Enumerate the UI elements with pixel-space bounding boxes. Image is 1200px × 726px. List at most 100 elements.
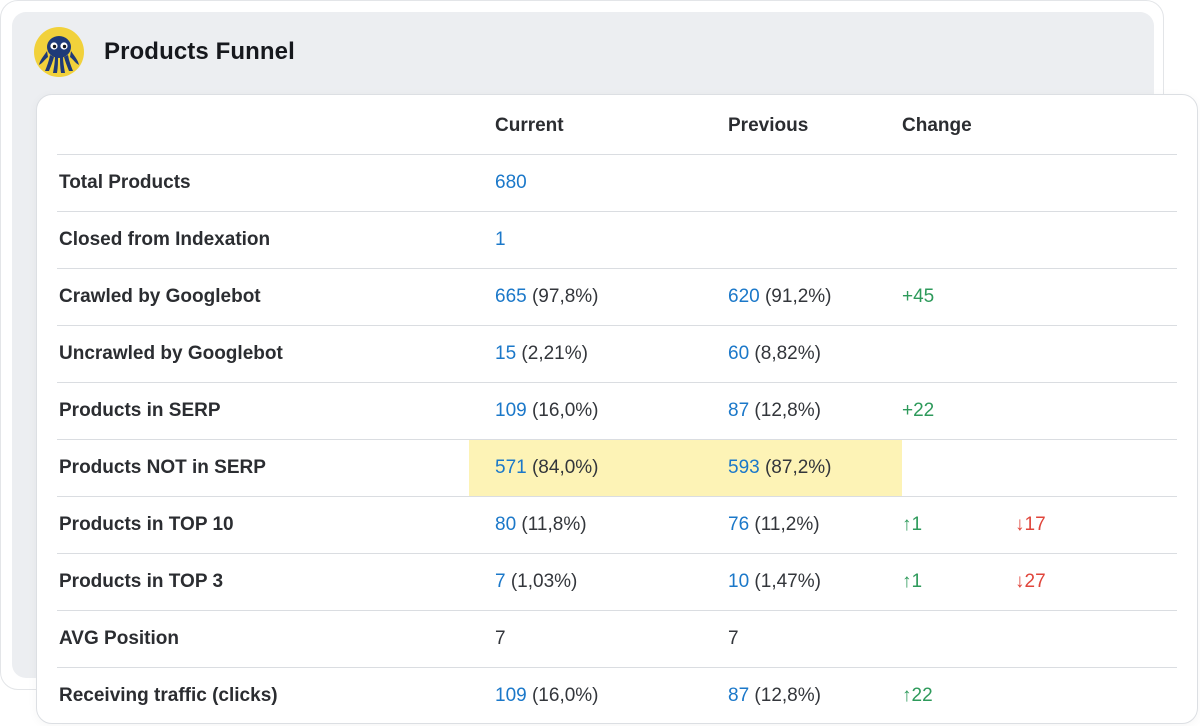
previous-cell: 593 (87,2%) (702, 439, 902, 497)
previous-value: 7 (728, 628, 739, 649)
previous-cell: 7 (702, 610, 902, 668)
current-cell: 109 (16,0%) (469, 668, 702, 725)
current-cell: 15 (2,21%) (469, 325, 702, 383)
current-value[interactable]: 15 (495, 343, 517, 364)
previous-value[interactable]: 593 (728, 457, 760, 478)
change-decrease-cell (1015, 154, 1177, 212)
current-value[interactable]: 680 (495, 172, 527, 193)
row-label: AVG Position (57, 610, 469, 668)
table-row: Crawled by Googlebot 665 (97,8%) 620 (91,2… (57, 268, 1177, 326)
row-label: Products in SERP (57, 382, 469, 440)
previous-percent: (91,2%) (764, 286, 832, 307)
current-cell: 1 (469, 211, 702, 269)
change-decrease-cell (1015, 268, 1177, 326)
change-increase: ↑1 (902, 514, 923, 535)
current-cell: 7 (1,03%) (469, 553, 702, 611)
previous-cell: 87 (12,8%) (702, 382, 902, 440)
change-increase-cell (902, 610, 1015, 668)
row-label: Uncrawled by Googlebot (57, 325, 469, 383)
change-decrease: ↓17 (1015, 514, 1046, 535)
current-value[interactable]: 109 (495, 685, 527, 706)
current-percent: (1,03%) (510, 571, 578, 592)
previous-value[interactable]: 620 (728, 286, 760, 307)
previous-percent: (11,2%) (754, 514, 820, 535)
widget-header: Products Funnel (34, 27, 295, 77)
header-change: Change (902, 98, 1177, 155)
change-increase-cell: +45 (902, 268, 1015, 326)
current-cell: 571 (84,0%) (469, 439, 702, 497)
previous-value[interactable]: 76 (728, 514, 750, 535)
row-label: Crawled by Googlebot (57, 268, 469, 326)
header-previous: Previous (702, 98, 902, 155)
change-increase-cell (902, 154, 1015, 212)
header-label (57, 98, 469, 155)
row-label: Products NOT in SERP (57, 439, 469, 497)
previous-cell: 87 (12,8%) (702, 668, 902, 725)
previous-cell: 76 (11,2%) (702, 496, 902, 554)
change-decrease-cell (1015, 610, 1177, 668)
current-value[interactable]: 1 (495, 229, 506, 250)
current-value[interactable]: 109 (495, 400, 527, 421)
table-body: Total Products 680 Closed from Indexation 1… (57, 154, 1177, 725)
change-increase-cell: ↑1 (902, 553, 1015, 611)
current-value[interactable]: 80 (495, 514, 517, 535)
change-decrease-cell: ↓17 (1015, 496, 1177, 554)
current-value[interactable]: 571 (495, 457, 527, 478)
previous-value[interactable]: 87 (728, 685, 750, 706)
change-increase: ↑1 (902, 571, 923, 592)
table-row: Products in SERP 109 (16,0%) 87 (12,8%) +22 (57, 382, 1177, 440)
header-current: Current (469, 98, 702, 155)
previous-cell: 10 (1,47%) (702, 553, 902, 611)
current-value[interactable]: 665 (495, 286, 527, 307)
funnel-table: Current Previous Change Total Products 68… (57, 98, 1177, 724)
previous-percent: (87,2%) (764, 457, 832, 478)
row-label: Products in TOP 10 (57, 496, 469, 554)
current-percent: (16,0%) (531, 685, 599, 706)
change-increase-cell: ↑1 (902, 496, 1015, 554)
table-row: Uncrawled by Googlebot 15 (2,21%) 60 (8,82… (57, 325, 1177, 383)
change-decrease: ↓27 (1015, 571, 1046, 592)
change-increase-cell (902, 325, 1015, 383)
change-increase-cell: +22 (902, 382, 1015, 440)
current-cell: 680 (469, 154, 702, 212)
change-increase: +22 (902, 400, 935, 421)
change-decrease-cell (1015, 325, 1177, 383)
current-value: 7 (495, 628, 506, 649)
previous-cell (702, 211, 902, 269)
current-percent: (97,8%) (531, 286, 599, 307)
previous-value[interactable]: 87 (728, 400, 750, 421)
current-cell: 80 (11,8%) (469, 496, 702, 554)
current-value[interactable]: 7 (495, 571, 506, 592)
current-percent: (16,0%) (531, 400, 599, 421)
table-row: Closed from Indexation 1 (57, 211, 1177, 269)
previous-percent: (8,82%) (754, 343, 821, 364)
change-increase: ↑22 (902, 685, 933, 706)
table-row: Products in TOP 10 80 (11,8%) 76 (11,2%) ↑1… (57, 496, 1177, 554)
previous-value[interactable]: 60 (728, 343, 750, 364)
previous-cell: 620 (91,2%) (702, 268, 902, 326)
row-label: Closed from Indexation (57, 211, 469, 269)
previous-value[interactable]: 10 (728, 571, 750, 592)
previous-cell (702, 154, 902, 212)
table-row: Receiving traffic (clicks) 109 (16,0%) 87 … (57, 668, 1177, 725)
current-percent: (2,21%) (521, 343, 588, 364)
row-label: Products in TOP 3 (57, 553, 469, 611)
previous-percent: (1,47%) (754, 571, 821, 592)
table-row: Total Products 680 (57, 154, 1177, 212)
widget-title: Products Funnel (104, 38, 295, 65)
funnel-card: Current Previous Change Total Products 68… (36, 94, 1198, 724)
current-percent: (84,0%) (531, 457, 599, 478)
previous-cell: 60 (8,82%) (702, 325, 902, 383)
octopus-logo-icon (34, 27, 84, 77)
change-decrease-cell (1015, 382, 1177, 440)
current-cell: 665 (97,8%) (469, 268, 702, 326)
change-decrease-cell (1015, 211, 1177, 269)
current-percent: (11,8%) (521, 514, 587, 535)
table-row: AVG Position 7 7 (57, 610, 1177, 668)
current-cell: 109 (16,0%) (469, 382, 702, 440)
previous-percent: (12,8%) (754, 685, 821, 706)
current-cell: 7 (469, 610, 702, 668)
change-decrease-cell: ↓27 (1015, 553, 1177, 611)
